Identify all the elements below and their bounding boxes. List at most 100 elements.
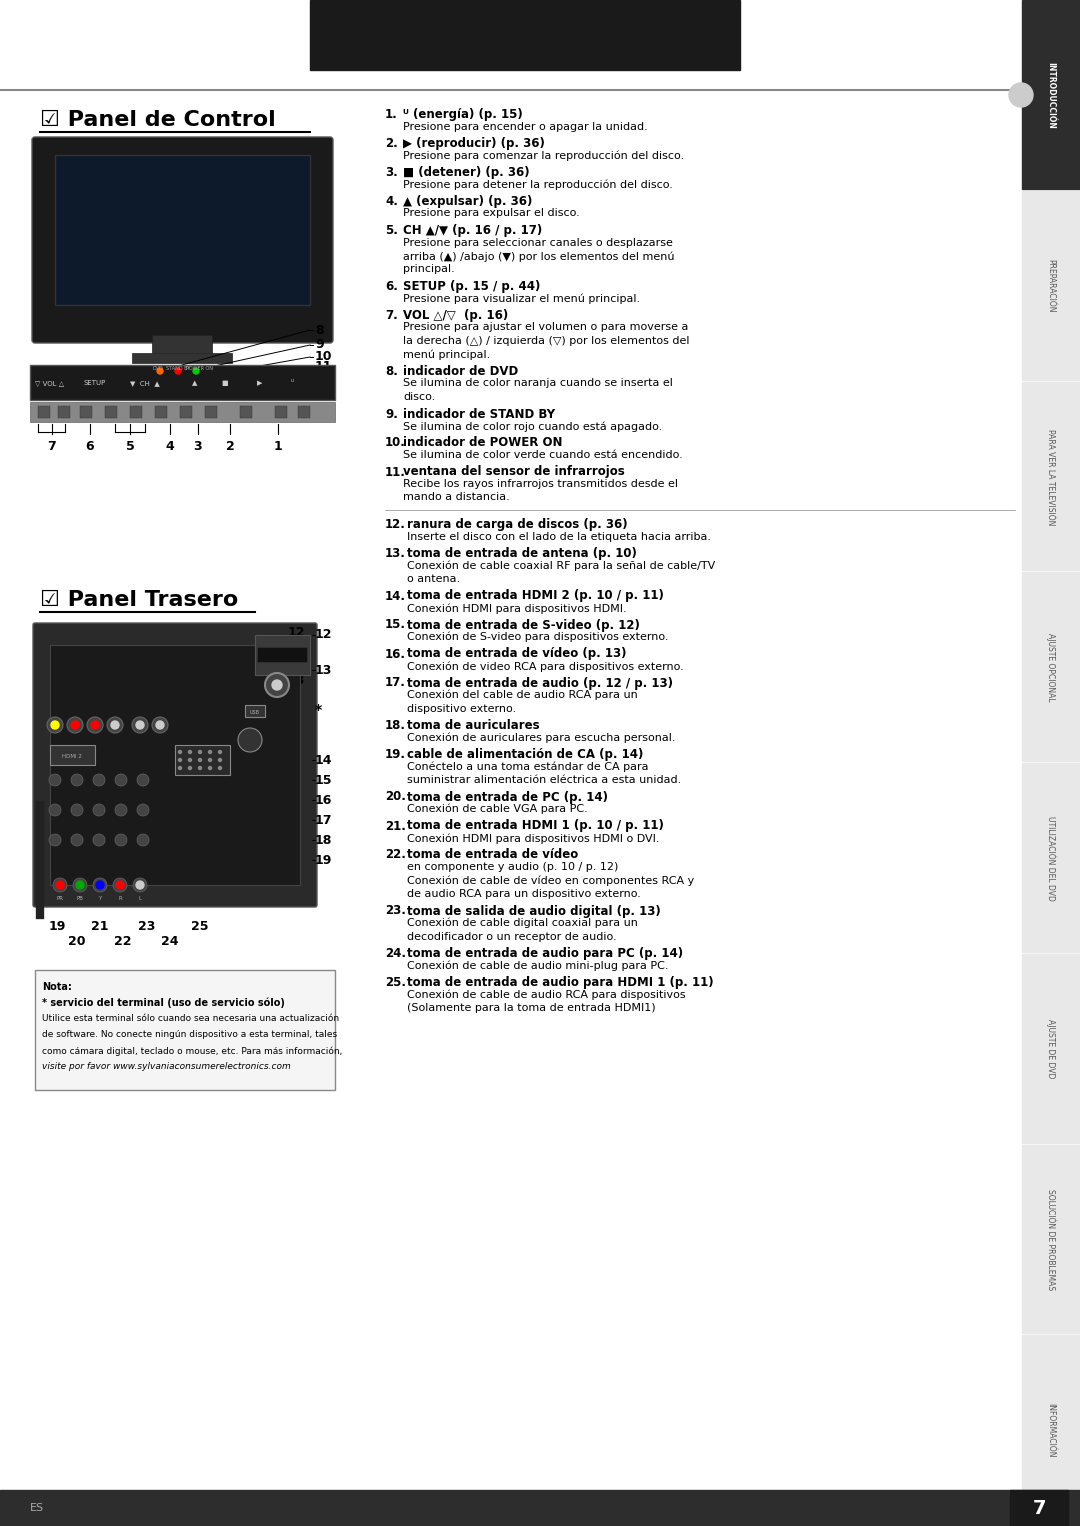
Bar bbox=[1022, 1335, 1080, 1524]
Bar bbox=[38, 406, 50, 418]
Bar bbox=[30, 365, 335, 400]
Text: en componente y audio (p. 10 / p. 12): en componente y audio (p. 10 / p. 12) bbox=[407, 862, 619, 871]
Text: 12.: 12. bbox=[384, 517, 406, 531]
Text: 16.: 16. bbox=[384, 647, 406, 661]
Text: 13: 13 bbox=[315, 664, 333, 676]
Text: Se ilumina de color rojo cuando está apagado.: Se ilumina de color rojo cuando está apa… bbox=[403, 421, 662, 432]
Text: 25: 25 bbox=[191, 920, 208, 932]
Circle shape bbox=[272, 681, 282, 690]
Text: menú principal.: menú principal. bbox=[403, 349, 490, 360]
Text: SETUP (p. 15 / p. 44): SETUP (p. 15 / p. 44) bbox=[403, 279, 540, 293]
Bar bbox=[1022, 1144, 1080, 1334]
Text: 10: 10 bbox=[315, 351, 333, 363]
Text: toma de auriculares: toma de auriculares bbox=[407, 719, 540, 732]
Text: PARA VER LA TELEVISIÓN: PARA VER LA TELEVISIÓN bbox=[1047, 429, 1055, 525]
Text: 5: 5 bbox=[125, 439, 134, 453]
Text: 16: 16 bbox=[315, 794, 333, 807]
Text: 9.: 9. bbox=[384, 407, 397, 421]
Text: Conexión HDMI para dispositivos HDMI.: Conexión HDMI para dispositivos HDMI. bbox=[407, 603, 626, 613]
Text: 11.: 11. bbox=[384, 465, 406, 479]
Circle shape bbox=[93, 804, 105, 816]
Text: ᵁ (energía) (p. 15): ᵁ (energía) (p. 15) bbox=[403, 108, 523, 121]
Text: Se ilumina de color verde cuando está encendido.: Se ilumina de color verde cuando está en… bbox=[403, 450, 683, 459]
Text: como cámara digital, teclado o mouse, etc. Para más información,: como cámara digital, teclado o mouse, et… bbox=[42, 1045, 342, 1056]
Text: 7.: 7. bbox=[384, 308, 397, 322]
Text: ■ (detener) (p. 36): ■ (detener) (p. 36) bbox=[403, 166, 529, 179]
Text: indicador de DVD: indicador de DVD bbox=[403, 365, 518, 378]
Bar bbox=[132, 353, 232, 363]
Text: Inserte el disco con el lado de la etiqueta hacia arriba.: Inserte el disco con el lado de la etiqu… bbox=[407, 531, 711, 542]
Circle shape bbox=[71, 835, 83, 845]
Circle shape bbox=[157, 368, 163, 374]
Bar bbox=[105, 406, 117, 418]
Text: suministrar alimentación eléctrica a esta unidad.: suministrar alimentación eléctrica a est… bbox=[407, 775, 681, 784]
Circle shape bbox=[152, 717, 168, 732]
Circle shape bbox=[133, 877, 147, 893]
Text: Conexión de cable coaxial RF para la señal de cable/TV: Conexión de cable coaxial RF para la señ… bbox=[407, 560, 715, 571]
Bar bbox=[1022, 191, 1080, 380]
Text: ventana del sensor de infrarrojos: ventana del sensor de infrarrojos bbox=[403, 465, 624, 479]
Text: 21.: 21. bbox=[384, 819, 406, 833]
Circle shape bbox=[178, 766, 181, 769]
Circle shape bbox=[116, 881, 124, 890]
Text: Conexión del cable de audio RCA para un: Conexión del cable de audio RCA para un bbox=[407, 690, 638, 700]
Text: 15.: 15. bbox=[384, 618, 406, 632]
Bar bbox=[1022, 954, 1080, 1143]
Text: SOLUCIÓN DE PROBLEMAS: SOLUCIÓN DE PROBLEMAS bbox=[1047, 1189, 1055, 1291]
Text: ▼  CH  ▲: ▼ CH ▲ bbox=[130, 380, 160, 386]
Text: toma de entrada de audio para HDMI 1 (p. 11): toma de entrada de audio para HDMI 1 (p.… bbox=[407, 977, 714, 989]
Text: UTILIZACIÓN DEL DVD: UTILIZACIÓN DEL DVD bbox=[1047, 816, 1055, 900]
Text: ᵁ: ᵁ bbox=[291, 380, 294, 386]
Text: 18: 18 bbox=[315, 833, 333, 847]
Bar bbox=[50, 745, 95, 765]
Text: 24: 24 bbox=[161, 935, 179, 948]
Text: ES: ES bbox=[30, 1503, 44, 1512]
FancyBboxPatch shape bbox=[33, 623, 318, 906]
Text: 8: 8 bbox=[315, 324, 324, 337]
Text: 8.: 8. bbox=[384, 365, 397, 378]
Text: mando a distancia.: mando a distancia. bbox=[403, 493, 510, 502]
Text: 5.: 5. bbox=[384, 224, 397, 237]
Text: ▶: ▶ bbox=[257, 380, 262, 386]
Circle shape bbox=[136, 720, 144, 729]
Text: Conexión de S-video para dispositivos externo.: Conexión de S-video para dispositivos ex… bbox=[407, 632, 669, 642]
Circle shape bbox=[178, 758, 181, 761]
Circle shape bbox=[91, 720, 99, 729]
Bar bbox=[205, 406, 217, 418]
Text: toma de entrada de PC (p. 14): toma de entrada de PC (p. 14) bbox=[407, 790, 608, 804]
Bar bbox=[130, 406, 141, 418]
Bar bbox=[240, 406, 252, 418]
Text: Conexión de cable VGA para PC.: Conexión de cable VGA para PC. bbox=[407, 804, 588, 815]
Text: 10.: 10. bbox=[384, 436, 406, 450]
Text: 19: 19 bbox=[315, 853, 333, 867]
Circle shape bbox=[71, 804, 83, 816]
Text: toma de entrada de S-video (p. 12): toma de entrada de S-video (p. 12) bbox=[407, 618, 639, 632]
Bar bbox=[0, 1489, 1080, 1526]
Bar bbox=[245, 705, 265, 717]
Text: USB: USB bbox=[249, 711, 260, 716]
Circle shape bbox=[56, 881, 64, 890]
Text: *: * bbox=[315, 703, 322, 717]
Circle shape bbox=[189, 766, 191, 769]
Circle shape bbox=[96, 881, 104, 890]
Circle shape bbox=[114, 774, 127, 786]
Text: toma de entrada HDMI 2 (p. 10 / p. 11): toma de entrada HDMI 2 (p. 10 / p. 11) bbox=[407, 589, 664, 603]
Text: ▲: ▲ bbox=[192, 380, 198, 386]
Circle shape bbox=[137, 835, 149, 845]
Circle shape bbox=[265, 673, 289, 697]
Text: AJUSTE DE DVD: AJUSTE DE DVD bbox=[1047, 1019, 1055, 1079]
Text: de audio RCA para un dispositivo externo.: de audio RCA para un dispositivo externo… bbox=[407, 890, 640, 899]
Bar bbox=[1022, 572, 1080, 761]
Text: o antena.: o antena. bbox=[407, 574, 460, 584]
Text: POWER ON: POWER ON bbox=[187, 366, 214, 371]
Circle shape bbox=[48, 717, 63, 732]
Text: 19.: 19. bbox=[384, 748, 406, 761]
Text: Recibe los rayos infrarrojos transmitidos desde el: Recibe los rayos infrarrojos transmitido… bbox=[403, 479, 678, 488]
Text: 13: 13 bbox=[288, 673, 306, 687]
Bar bbox=[55, 156, 310, 305]
Circle shape bbox=[136, 881, 144, 890]
Text: 6.: 6. bbox=[384, 279, 397, 293]
Text: Presione para seleccionar canales o desplazarse: Presione para seleccionar canales o desp… bbox=[403, 238, 673, 247]
Text: ▶ (reproducir) (p. 36): ▶ (reproducir) (p. 36) bbox=[403, 137, 545, 150]
Text: VOL △/▽  (p. 16): VOL △/▽ (p. 16) bbox=[403, 308, 509, 322]
